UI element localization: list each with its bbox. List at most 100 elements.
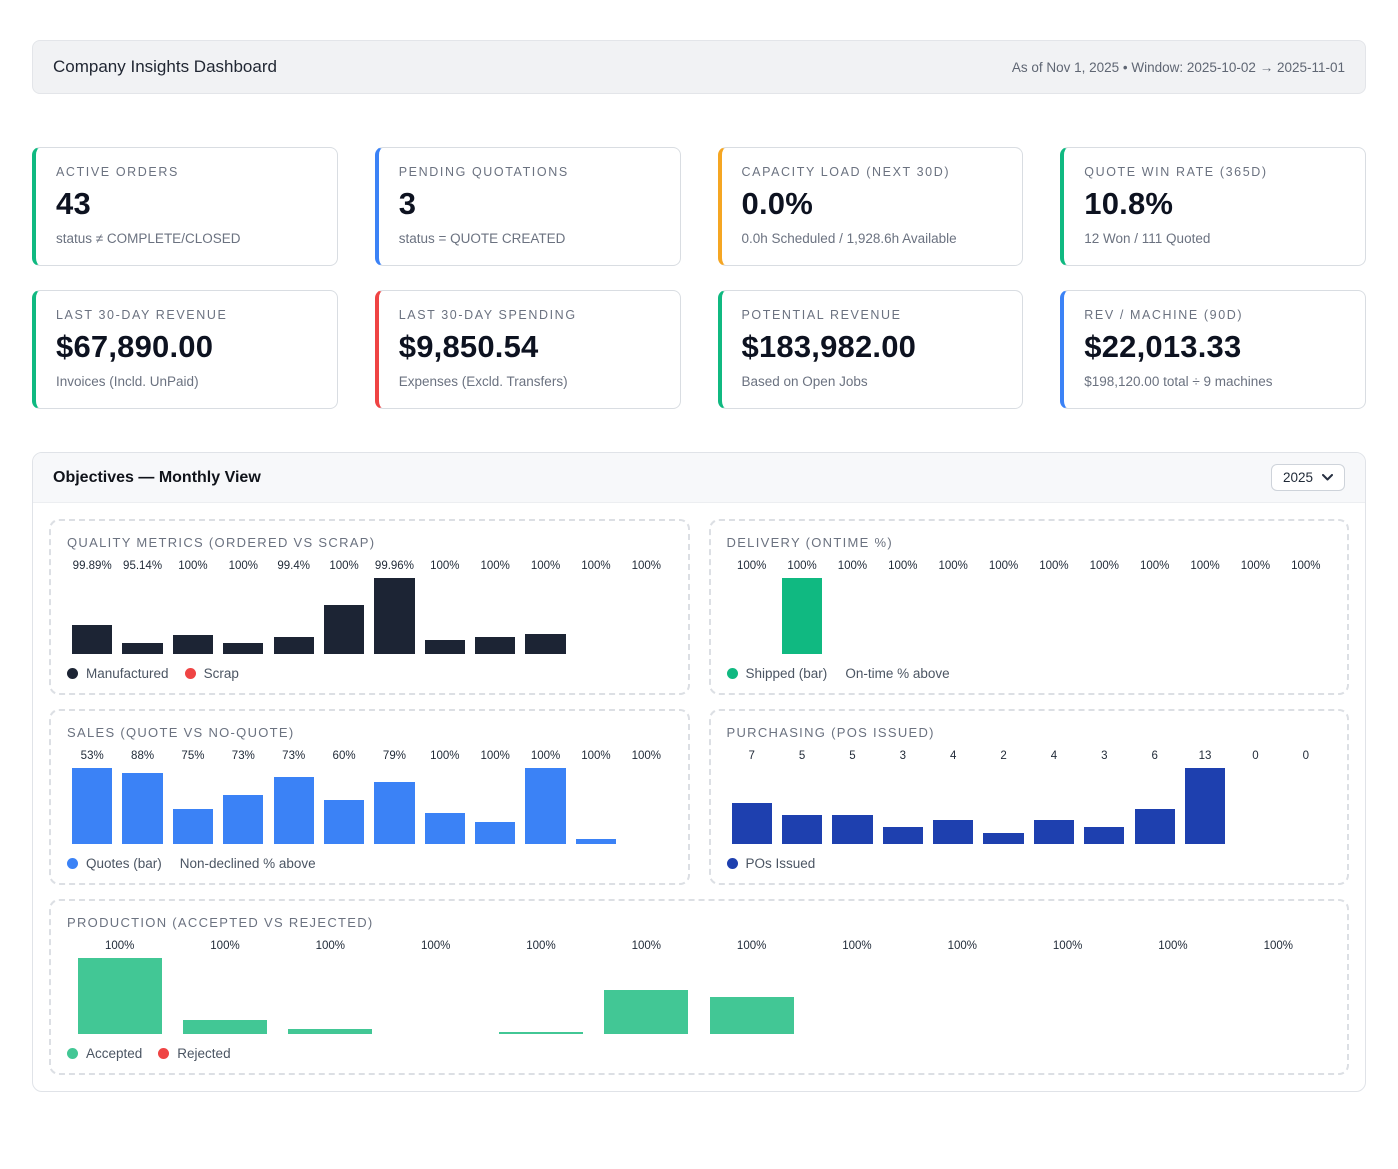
bar-value-label: 100% xyxy=(1158,940,1188,952)
kpi-value: $22,013.33 xyxy=(1084,329,1242,364)
bar-value-label: 4 xyxy=(1050,750,1058,762)
legend-label: POs Issued xyxy=(745,856,816,871)
legend-label: Scrap xyxy=(203,666,239,681)
kpi-label: CAPACITY LOAD (NEXT 30D) xyxy=(741,165,951,179)
bar xyxy=(1134,809,1175,844)
kpi-label: POTENTIAL REVENUE xyxy=(741,308,902,322)
bar-area xyxy=(1180,578,1230,654)
chart-column: 99.89% xyxy=(67,559,117,654)
bar-value-label: 13 xyxy=(1198,750,1212,762)
bar-value-label: 2 xyxy=(1000,750,1007,762)
bar-area xyxy=(319,578,369,654)
bar-value-label: 100% xyxy=(1139,560,1170,572)
bar-value-label: 100% xyxy=(480,560,510,572)
bar-area xyxy=(621,768,671,844)
bar xyxy=(498,1032,584,1034)
chart-column: 100% xyxy=(1230,559,1280,654)
kpi-value: 10.8% xyxy=(1084,186,1174,221)
legend-dot-icon xyxy=(184,668,196,679)
kpi-value: 3 xyxy=(398,186,417,221)
kpi-card: POTENTIAL REVENUE $183,982.00 Based on Ope… xyxy=(717,290,1024,409)
bar xyxy=(525,634,566,654)
bar xyxy=(424,813,465,844)
bar-value-label: 53% xyxy=(80,750,104,762)
legend-item: Quotes (bar) xyxy=(67,856,162,871)
chart-purchasing-pos: PURCHASING (POS ISSUED) 7 5 5 3 4 2 4 3 6 13 0 0 POs … xyxy=(708,709,1349,885)
bar-value-label: 100% xyxy=(631,940,662,952)
chart-column: 3 xyxy=(878,749,928,844)
chart-column: 100% xyxy=(1120,939,1225,1034)
kpi-card: LAST 30-DAY REVENUE $67,890.00 Invoices (I… xyxy=(32,290,338,409)
bar-value-label: 79% xyxy=(382,750,406,762)
chart-column: 2 xyxy=(978,749,1028,844)
bar-value-label: 99.4% xyxy=(277,560,310,572)
bar-area xyxy=(1120,958,1225,1034)
chart-column: 100% xyxy=(804,939,909,1034)
chart-column: 6 xyxy=(1130,749,1180,844)
bar-area xyxy=(269,768,319,844)
chart-note: Non-declined % above xyxy=(179,856,316,871)
chart-column: 100% xyxy=(520,749,570,844)
bar-area xyxy=(978,768,1028,844)
bar-value-label: 3 xyxy=(899,750,907,762)
bar-area xyxy=(1029,768,1079,844)
bar xyxy=(731,803,772,844)
bar-value-label: 7 xyxy=(748,750,755,762)
chart-column: 0 xyxy=(1281,749,1331,844)
chart-title: PRODUCTION (ACCEPTED VS REJECTED) xyxy=(67,915,374,930)
bar-value-label: 100% xyxy=(228,560,259,572)
bar-value-label: 100% xyxy=(1039,560,1069,572)
chart-title: QUALITY METRICS (ORDERED VS SCRAP) xyxy=(67,535,376,550)
chart-column: 100% xyxy=(777,559,827,654)
bar-value-label: 100% xyxy=(1240,560,1271,572)
bar-area xyxy=(621,578,671,654)
chart-legend: Accepted Rejected xyxy=(67,1046,1331,1061)
bar xyxy=(122,643,163,654)
bar-area xyxy=(520,768,570,844)
kpi-subtitle: status ≠ COMPLETE/CLOSED xyxy=(56,231,241,246)
bar-value-label: 73% xyxy=(282,750,306,762)
bar-value-label: 100% xyxy=(581,750,611,762)
bar xyxy=(1084,827,1125,844)
bar xyxy=(273,777,314,844)
kpi-card: LAST 30-DAY SPENDING $9,850.54 Expenses (E… xyxy=(374,290,681,409)
bar xyxy=(882,827,923,844)
bar-area xyxy=(420,578,470,654)
bar xyxy=(1033,820,1075,844)
objectives-title: Objectives — Monthly View xyxy=(53,468,261,486)
kpi-value: 0.0% xyxy=(741,186,813,221)
bar-area xyxy=(1180,768,1230,844)
chart-column: 99.4% xyxy=(269,559,319,654)
legend-label: Rejected xyxy=(177,1046,231,1061)
kpi-value: $183,982.00 xyxy=(741,329,917,364)
bar-value-label: 95.14% xyxy=(123,560,163,572)
bar-area xyxy=(278,958,383,1034)
kpi-label: LAST 30-DAY REVENUE xyxy=(56,308,228,322)
bar-value-label: 5 xyxy=(798,750,806,762)
legend-item: POs Issued xyxy=(726,856,816,871)
bar-value-label: 73% xyxy=(231,750,255,762)
bar-area xyxy=(1130,578,1180,654)
bar-area xyxy=(269,578,319,654)
bar-area xyxy=(1230,578,1280,654)
bar-value-label: 100% xyxy=(842,940,872,952)
bar xyxy=(475,822,516,844)
bar-value-label: 100% xyxy=(581,560,611,572)
chart-column: 100% xyxy=(1130,559,1180,654)
year-select[interactable]: 2025 xyxy=(1270,464,1345,491)
legend-dot-icon xyxy=(726,858,738,869)
bar-area xyxy=(928,578,978,654)
kpi-subtitle: 12 Won / 111 Quoted xyxy=(1084,231,1211,246)
legend-label: Shipped (bar) xyxy=(745,666,828,681)
chart-column: 100% xyxy=(67,939,172,1034)
bar-value-label: 75% xyxy=(181,750,205,762)
kpi-card: CAPACITY LOAD (NEXT 30D) 0.0% 0.0h Schedul… xyxy=(717,147,1024,266)
bar-value-label: 100% xyxy=(787,560,817,572)
chart-column: 100% xyxy=(827,559,877,654)
bar-area xyxy=(727,768,777,844)
chart-column: 95.14% xyxy=(117,559,167,654)
chart-column: 100% xyxy=(910,939,1015,1034)
bar-area xyxy=(878,578,928,654)
bar-value-label: 100% xyxy=(430,560,460,572)
bar-value-label: 99.96% xyxy=(374,560,414,572)
